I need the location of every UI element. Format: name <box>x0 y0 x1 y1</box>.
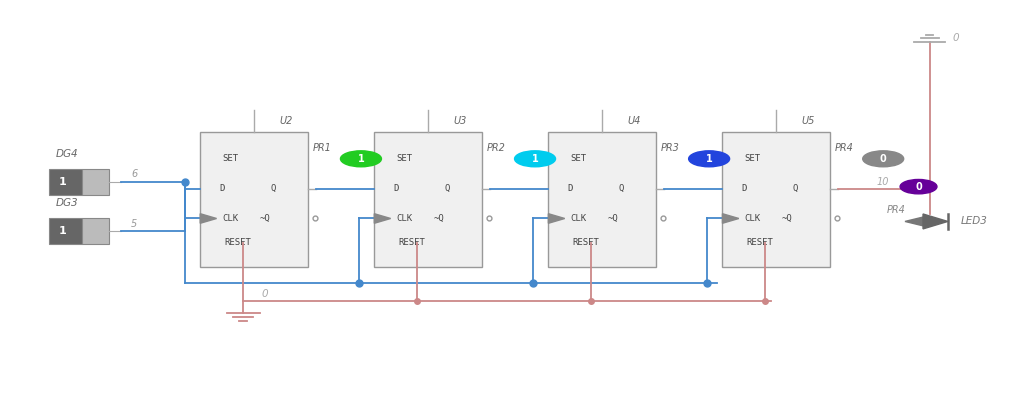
Text: PR4: PR4 <box>887 205 905 215</box>
Text: Q: Q <box>618 184 625 193</box>
Text: DG4: DG4 <box>55 148 78 158</box>
Text: RESET: RESET <box>572 239 599 247</box>
Text: SET: SET <box>222 154 239 163</box>
Text: SET: SET <box>570 154 587 163</box>
Text: D: D <box>567 184 572 193</box>
Text: PR3: PR3 <box>662 143 680 153</box>
FancyBboxPatch shape <box>82 219 109 244</box>
Circle shape <box>862 151 904 167</box>
Text: RESET: RESET <box>224 239 251 247</box>
Text: ~Q: ~Q <box>607 214 618 223</box>
Polygon shape <box>923 214 948 229</box>
Text: 1: 1 <box>58 226 67 237</box>
Circle shape <box>340 151 381 167</box>
Text: D: D <box>219 184 224 193</box>
Text: U2: U2 <box>280 116 293 126</box>
Text: 1: 1 <box>531 154 539 164</box>
Text: U5: U5 <box>802 116 815 126</box>
Text: ~Q: ~Q <box>259 214 270 223</box>
Text: Q: Q <box>270 184 276 193</box>
Text: U3: U3 <box>454 116 467 126</box>
FancyBboxPatch shape <box>49 168 82 194</box>
Text: SET: SET <box>396 154 413 163</box>
Text: CLK: CLK <box>570 214 587 223</box>
FancyBboxPatch shape <box>549 132 655 267</box>
Text: ~Q: ~Q <box>433 214 444 223</box>
FancyBboxPatch shape <box>49 219 82 244</box>
Text: ~Q: ~Q <box>781 214 793 223</box>
Text: CLK: CLK <box>744 214 761 223</box>
Polygon shape <box>723 214 739 223</box>
Text: 0: 0 <box>915 182 922 192</box>
Polygon shape <box>201 214 217 223</box>
Polygon shape <box>549 214 565 223</box>
Circle shape <box>514 151 555 167</box>
Text: 6: 6 <box>131 169 137 180</box>
Text: PR1: PR1 <box>313 143 332 153</box>
Text: RESET: RESET <box>398 239 425 247</box>
Text: 0: 0 <box>952 33 958 43</box>
Text: U4: U4 <box>628 116 641 126</box>
Text: CLK: CLK <box>396 214 413 223</box>
FancyBboxPatch shape <box>375 132 481 267</box>
Circle shape <box>900 180 937 194</box>
Text: PR2: PR2 <box>487 143 506 153</box>
Polygon shape <box>905 217 923 226</box>
Text: Q: Q <box>444 184 451 193</box>
Polygon shape <box>375 214 391 223</box>
Text: D: D <box>393 184 398 193</box>
Text: 10: 10 <box>877 177 889 187</box>
Text: 1: 1 <box>58 176 67 187</box>
FancyBboxPatch shape <box>201 132 307 267</box>
Text: D: D <box>741 184 746 193</box>
Text: SET: SET <box>744 154 761 163</box>
Text: CLK: CLK <box>222 214 239 223</box>
FancyBboxPatch shape <box>82 168 109 194</box>
Text: 0: 0 <box>262 289 268 299</box>
Text: 1: 1 <box>706 154 713 164</box>
Text: PR4: PR4 <box>836 143 854 153</box>
Text: Q: Q <box>793 184 799 193</box>
Text: RESET: RESET <box>746 239 773 247</box>
Text: 0: 0 <box>880 154 887 164</box>
Text: 5: 5 <box>131 219 137 229</box>
Text: 1: 1 <box>357 154 365 164</box>
Text: LED3: LED3 <box>961 216 987 227</box>
Text: DG3: DG3 <box>55 198 78 208</box>
FancyBboxPatch shape <box>723 132 829 267</box>
Circle shape <box>688 151 729 167</box>
